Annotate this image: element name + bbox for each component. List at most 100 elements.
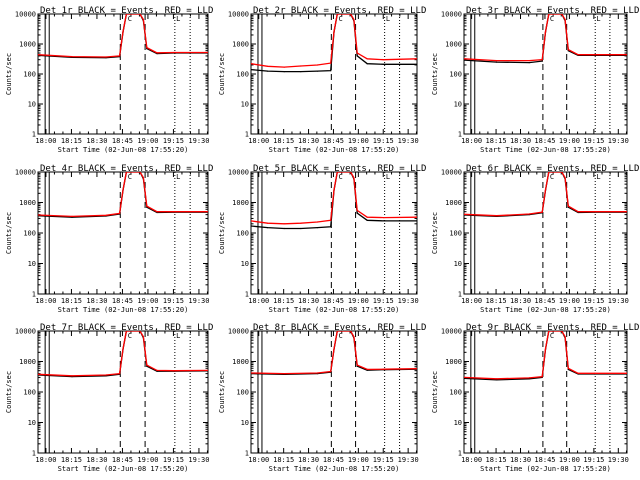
- y-tick-label: 1: [245, 450, 249, 458]
- series-lld-point: [353, 336, 355, 338]
- x-tick-label: 19:00: [137, 456, 158, 464]
- y-tick-label: 1: [458, 450, 462, 458]
- series-lld-point: [464, 58, 465, 60]
- x-tick-label: 19:30: [398, 297, 419, 305]
- x-tick-label: 18:00: [461, 297, 482, 305]
- series-lld-point: [496, 60, 498, 62]
- series-lld-point: [567, 205, 569, 207]
- panel-3: Det 3r BLACK = Events, RED = LLD 1 10 100 10…: [431, 6, 639, 154]
- series-lld-point: [383, 368, 385, 370]
- x-tick-label: 18:30: [298, 456, 319, 464]
- y-tick-label: 10: [454, 419, 462, 427]
- y-tick-label: 1000: [232, 41, 249, 49]
- series-lld-point: [561, 331, 563, 332]
- series-lld-point: [142, 19, 144, 21]
- x-tick-label: 18:45: [323, 456, 344, 464]
- marker-label: L: [176, 332, 180, 340]
- y-axis-label: Counts/sec: [218, 212, 226, 254]
- series-lld-point: [330, 62, 332, 64]
- x-tick-label: 18:00: [248, 456, 269, 464]
- series-lld-point: [283, 66, 285, 68]
- series-lld-point: [142, 177, 144, 179]
- series-lld-point: [156, 211, 158, 213]
- series-lld-point: [119, 212, 121, 214]
- series-lld-point: [564, 177, 566, 179]
- y-tick-label: 1: [458, 131, 462, 139]
- x-tick-label: 19:30: [608, 137, 629, 145]
- series-lld-point: [125, 14, 127, 15]
- series-lld-line: [38, 14, 208, 58]
- series-lld-point: [173, 211, 175, 213]
- x-tick-label: 19:15: [583, 137, 604, 145]
- x-tick-label: 19:30: [188, 297, 209, 305]
- y-tick-label: 10: [241, 260, 249, 268]
- series-lld-point: [383, 59, 385, 61]
- y-tick-label: 10000: [228, 11, 249, 19]
- y-axis-label: Counts/sec: [5, 371, 13, 413]
- panel-2: Det 2r BLACK = Events, RED = LLD 1 10 100 10…: [218, 6, 426, 154]
- x-tick-label: 18:45: [112, 297, 133, 305]
- panel-title: Det 2r BLACK = Events, RED = LLD: [253, 6, 426, 16]
- y-tick-label: 10000: [228, 169, 249, 177]
- series-lld-point: [156, 369, 158, 371]
- y-tick-label: 1000: [232, 199, 249, 207]
- series-lld-point: [567, 49, 569, 51]
- x-tick-label: 19:00: [559, 456, 580, 464]
- series-lld-point: [356, 209, 358, 211]
- y-tick-label: 100: [449, 389, 462, 397]
- marker-label: L: [596, 332, 600, 340]
- marker-label: C: [128, 332, 132, 340]
- series-events-line: [251, 172, 417, 230]
- x-tick-label: 18:45: [534, 297, 555, 305]
- series-lld-point: [416, 58, 417, 60]
- y-tick-label: 1: [32, 450, 36, 458]
- x-tick-label: 19:30: [608, 456, 629, 464]
- marker-label: C: [339, 173, 343, 181]
- series-events-point: [300, 227, 302, 230]
- y-axis-label: Counts/sec: [218, 371, 226, 413]
- series-lld-point: [173, 370, 175, 372]
- marker-label: C: [339, 15, 343, 23]
- series-lld-point: [267, 222, 269, 224]
- series-lld-point: [283, 223, 285, 225]
- panel-4: Det 4r BLACK = Events, RED = LLD 1 10 100 10…: [5, 164, 213, 314]
- series-lld-line: [38, 172, 208, 218]
- series-lld-point: [544, 31, 547, 33]
- marker-label: C: [550, 173, 554, 181]
- y-tick-label: 10: [454, 260, 462, 268]
- panel-title: Det 8r BLACK = Events, RED = LLD: [253, 323, 426, 333]
- series-lld-point: [316, 372, 318, 374]
- marker-label: C: [550, 332, 554, 340]
- x-tick-label: 18:30: [510, 137, 531, 145]
- marker-label: L: [386, 15, 390, 23]
- series-lld-point: [105, 56, 107, 58]
- x-axis-label: Start Time (02-Jun-08 17:55:20): [480, 146, 611, 154]
- panel-8: Det 8r BLACK = Events, RED = LLD 1 10 100 10…: [218, 323, 426, 473]
- series-events-point: [356, 212, 358, 214]
- y-tick-label: 10: [241, 101, 249, 109]
- y-tick-label: 100: [23, 230, 36, 238]
- y-tick-label: 1: [245, 291, 249, 299]
- series-lld-point: [207, 369, 208, 371]
- series-lld-point: [593, 54, 596, 56]
- series-lld-point: [139, 14, 141, 15]
- marker-label: L: [386, 332, 390, 340]
- series-events-point: [416, 63, 417, 65]
- y-axis-label: Counts/sec: [218, 53, 226, 95]
- series-events-point: [416, 220, 417, 222]
- series-lld-point: [71, 56, 73, 58]
- x-tick-label: 18:00: [35, 456, 56, 464]
- series-lld-point: [353, 19, 355, 21]
- x-tick-label: 19:15: [583, 456, 604, 464]
- series-lld-point: [464, 213, 465, 215]
- x-tick-label: 19:30: [398, 456, 419, 464]
- y-tick-label: 10000: [441, 11, 462, 19]
- series-lld-point: [356, 52, 358, 54]
- series-lld-point: [541, 59, 543, 61]
- series-lld-point: [561, 14, 563, 15]
- y-tick-label: 1000: [445, 358, 462, 366]
- panel-6: Det 6r BLACK = Events, RED = LLD 1 10 100 10…: [431, 164, 639, 314]
- series-lld-point: [146, 205, 148, 207]
- series-lld-point: [564, 19, 566, 21]
- series-lld-point: [577, 54, 579, 56]
